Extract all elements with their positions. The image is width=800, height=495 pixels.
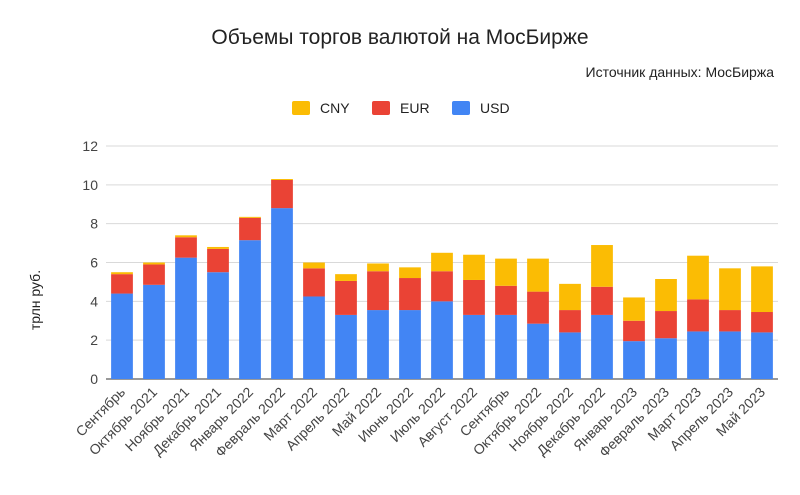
bar-eur[interactable] [591, 286, 613, 315]
bar-usd[interactable] [495, 314, 517, 379]
bar-eur[interactable] [239, 217, 261, 241]
bar-cny[interactable] [239, 216, 261, 218]
bar-eur[interactable] [111, 274, 133, 294]
bar-eur[interactable] [463, 279, 485, 315]
bar-eur[interactable] [751, 312, 773, 333]
legend-label: USD [480, 100, 510, 116]
chart-title: Объемы торгов валютой на МосБирже [211, 26, 589, 49]
bar-cny[interactable] [207, 246, 229, 249]
bar-cny[interactable] [719, 268, 741, 311]
bar-usd[interactable] [559, 332, 581, 379]
bar-usd[interactable] [751, 332, 773, 379]
bar-usd[interactable] [143, 284, 165, 379]
bar-cny[interactable] [367, 263, 389, 272]
bar-usd[interactable] [719, 331, 741, 379]
bar-eur[interactable] [303, 268, 325, 297]
bar-cny[interactable] [559, 283, 581, 311]
bar-eur[interactable] [495, 285, 517, 315]
bar-cny[interactable] [303, 262, 325, 269]
bar-eur[interactable] [207, 248, 229, 273]
bar-usd[interactable] [367, 310, 389, 379]
bar-cny[interactable] [623, 297, 645, 321]
bar-usd[interactable] [431, 301, 453, 379]
legend-item-eur[interactable]: EUR [372, 100, 430, 116]
bar-usd[interactable] [239, 240, 261, 379]
bar-usd[interactable] [399, 310, 421, 379]
bar-eur[interactable] [559, 310, 581, 333]
bar-usd[interactable] [687, 331, 709, 379]
bar-eur[interactable] [687, 299, 709, 332]
bar-eur[interactable] [335, 280, 357, 315]
bar-usd[interactable] [207, 272, 229, 379]
bar-eur[interactable] [399, 278, 421, 311]
bar-cny[interactable] [271, 179, 293, 180]
legend-swatch [452, 101, 470, 115]
bar-cny[interactable] [751, 266, 773, 313]
bar-usd[interactable] [623, 341, 645, 379]
bar-eur[interactable] [527, 291, 549, 324]
legend-label: CNY [320, 100, 350, 116]
bar-eur[interactable] [271, 179, 293, 209]
bars [111, 179, 773, 379]
bar-cny[interactable] [143, 262, 165, 265]
bar-cny[interactable] [399, 267, 421, 279]
legend-item-cny[interactable]: CNY [292, 100, 350, 116]
legend[interactable]: CNY EUR USD [292, 100, 510, 116]
y-axis-title: трлн руб. [27, 270, 43, 330]
bar-cny[interactable] [111, 272, 133, 275]
bar-eur[interactable] [431, 271, 453, 302]
bar-cny[interactable] [175, 235, 197, 238]
bar-cny[interactable] [463, 254, 485, 280]
y-tick-label: 4 [90, 293, 98, 309]
legend-label: EUR [400, 100, 430, 116]
bar-eur[interactable] [175, 237, 197, 258]
bar-cny[interactable] [687, 255, 709, 300]
bar-cny[interactable] [527, 258, 549, 292]
bar-cny[interactable] [655, 279, 677, 312]
bar-usd[interactable] [335, 314, 357, 379]
bar-usd[interactable] [463, 314, 485, 379]
bar-eur[interactable] [367, 271, 389, 311]
bar-usd[interactable] [591, 314, 613, 379]
bar-eur[interactable] [143, 264, 165, 285]
bar-usd[interactable] [271, 208, 293, 379]
bar-usd[interactable] [111, 293, 133, 379]
bar-cny[interactable] [591, 245, 613, 287]
bar-eur[interactable] [655, 311, 677, 339]
y-tick-label: 8 [90, 216, 98, 232]
y-tick-label: 6 [90, 255, 98, 271]
bar-eur[interactable] [623, 320, 645, 342]
chart-source-note: Источник данных: МосБиржа [585, 64, 774, 80]
legend-swatch [372, 101, 390, 115]
y-tick-label: 2 [90, 332, 98, 348]
legend-item-usd[interactable]: USD [452, 100, 510, 116]
bar-usd[interactable] [527, 323, 549, 379]
y-tick-label: 10 [82, 177, 98, 193]
bar-eur[interactable] [719, 310, 741, 332]
bar-cny[interactable] [431, 252, 453, 272]
legend-swatch [292, 101, 310, 115]
bar-usd[interactable] [175, 257, 197, 379]
bar-cny[interactable] [495, 258, 517, 286]
y-tick-label: 12 [82, 138, 98, 154]
y-axis-ticks: 0 2 4 6 8 10 12 [82, 138, 98, 387]
bar-usd[interactable] [655, 338, 677, 379]
bar-usd[interactable] [303, 296, 325, 379]
y-tick-label: 0 [90, 371, 98, 387]
bar-cny[interactable] [335, 274, 357, 281]
